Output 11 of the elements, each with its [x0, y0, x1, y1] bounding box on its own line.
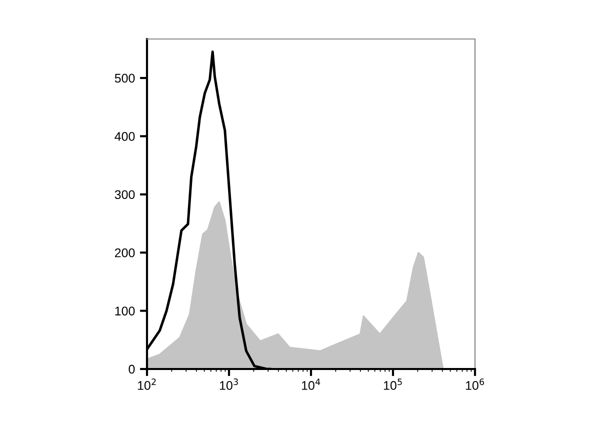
x-tick-label: 10$^{3}$	[220, 378, 238, 390]
y-tick-label: 0	[128, 364, 135, 374]
y-tick-label: 300	[114, 190, 135, 200]
x-tick-label: 10$^{5}$	[384, 378, 402, 390]
x-tick-label: 10$^{2}$	[138, 378, 156, 390]
x-tick-label: 10$^{4}$	[302, 378, 320, 390]
y-tick-label: 200	[114, 248, 135, 258]
y-tick-label: 100	[115, 306, 135, 316]
y-tick-label: 500	[114, 74, 135, 83]
y-tick-label: 400	[114, 132, 135, 141]
x-tick-label: 10$^{6}$	[466, 378, 484, 390]
